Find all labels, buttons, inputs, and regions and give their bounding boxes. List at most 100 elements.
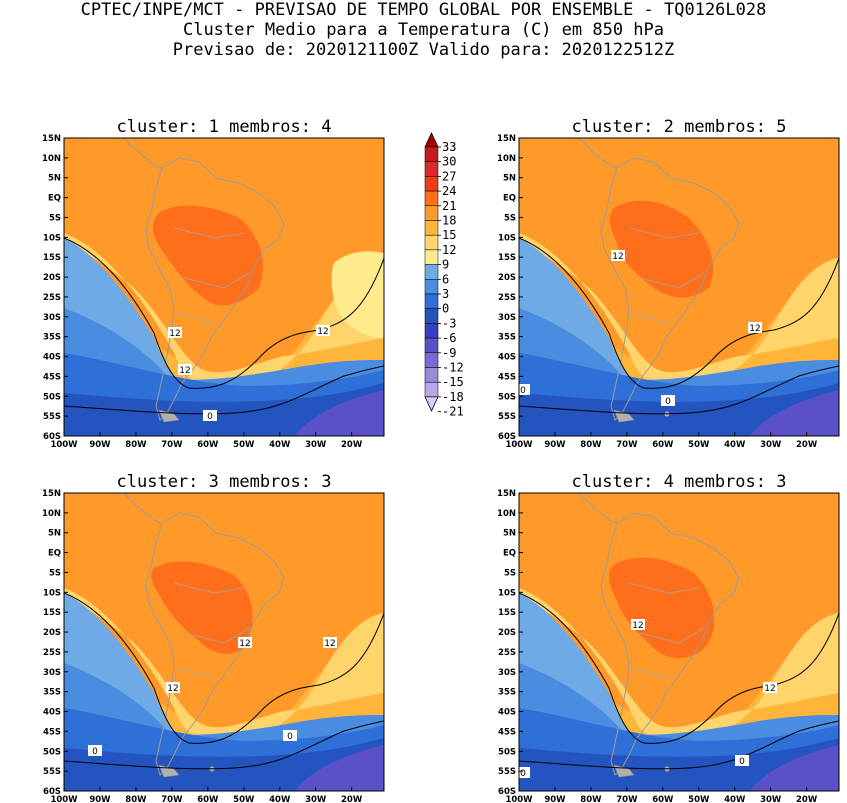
lat-tick-label: 20S — [43, 628, 61, 638]
colorbar-box — [424, 234, 439, 251]
svg-text:12: 12 — [749, 324, 760, 334]
lon-tick-label: 100W — [50, 795, 78, 803]
lat-tick-label: 5N — [48, 174, 61, 184]
lat-tick-label: 50S — [498, 747, 516, 757]
contour-label: 0 — [519, 384, 530, 396]
svg-text:12: 12 — [317, 327, 328, 337]
field-coldest — [749, 745, 839, 791]
lat-tick-label: 5S — [504, 213, 516, 223]
lon-tick-label: 30W — [305, 795, 327, 803]
plot-frame — [63, 492, 385, 792]
svg-text:12: 12 — [764, 684, 775, 694]
lat-tick-label: 60S — [43, 432, 61, 442]
colorbar-box — [424, 381, 439, 398]
colorbar-label: 12 — [442, 243, 456, 257]
lat-tick-label: 10N — [497, 509, 516, 519]
contour-label: 0 — [203, 410, 217, 422]
svg-text:0: 0 — [207, 412, 213, 422]
colorbar-box — [424, 367, 439, 383]
lon-tick-label: 40W — [724, 440, 746, 450]
contour-label: 12 — [763, 682, 777, 694]
contour-0 — [519, 720, 839, 770]
colorbar-box — [424, 161, 439, 177]
svg-text:0: 0 — [92, 747, 98, 757]
contour-label: 12 — [323, 637, 337, 649]
lat-tick-label: 40S — [43, 708, 61, 718]
south-america-outline — [600, 512, 740, 776]
field-coldest — [294, 390, 384, 436]
lat-tick-label: 10S — [498, 233, 516, 243]
colorbar-top-arrow — [424, 132, 439, 148]
lat-tick-label: 45S — [43, 727, 61, 737]
lat-tick-label: 5N — [48, 529, 61, 539]
colorbar-label: 3 — [442, 287, 449, 301]
contour-label: 12 — [166, 682, 180, 694]
svg-text:12: 12 — [632, 621, 643, 631]
country-borders — [173, 582, 250, 679]
lon-tick-label: 70W — [161, 440, 183, 450]
panel-title: cluster: 1 membros: 4 — [117, 117, 332, 137]
lat-tick-label: 15S — [43, 608, 61, 618]
lat-tick-label: 10S — [498, 588, 516, 598]
lon-tick-label: 50W — [688, 440, 710, 450]
lat-tick-label: 50S — [43, 747, 61, 757]
country-borders — [628, 582, 705, 679]
contour-12 — [64, 592, 384, 744]
lat-tick-label: 30S — [43, 313, 61, 323]
south-america-outline — [145, 157, 285, 421]
warm-core — [608, 557, 715, 659]
colorbar-box — [424, 323, 439, 339]
field-cold-3 — [64, 383, 384, 436]
contour-12 — [64, 237, 384, 389]
lat-tick-label: 35S — [43, 688, 61, 698]
country-borders — [628, 227, 705, 324]
lon-tick-label: 90W — [89, 795, 111, 803]
country-borders — [173, 227, 250, 324]
title-line-1: CPTEC/INPE/MCT - PREVISAO DE TEMPO GLOBA… — [80, 0, 767, 20]
central-america-outline — [578, 138, 618, 169]
contour-label: 0 — [283, 730, 297, 742]
title-line-2: Cluster Medio para a Temperatura (C) em … — [182, 20, 665, 40]
lat-tick-label: 15N — [497, 489, 516, 499]
colorbar-label: -3 — [442, 316, 456, 330]
svg-text:0: 0 — [665, 397, 671, 407]
lat-tick-label: 45S — [498, 372, 516, 382]
contour-0 — [519, 365, 839, 415]
lat-tick-label: 5S — [49, 213, 61, 223]
svg-text:0: 0 — [520, 769, 526, 779]
lat-tick-label: 40S — [43, 353, 61, 363]
figure-title: CPTEC/INPE/MCT - PREVISAO DE TEMPO GLOBA… — [0, 0, 847, 60]
lon-tick-label: 100W — [50, 440, 78, 450]
contour-label: 0 — [661, 395, 675, 407]
panels: cluster: 1 membros: 4 12 12 12 0 15N 10N 5N EQ 5S… — [42, 117, 840, 803]
lon-tick-label: 30W — [305, 440, 327, 450]
field-cold-3 — [519, 738, 839, 791]
contour-label: 12 — [316, 325, 330, 337]
colorbar-box — [424, 308, 439, 324]
field-coldest — [749, 390, 839, 436]
colorbar-box — [424, 176, 439, 192]
lat-tick-label: 40S — [498, 353, 516, 363]
colorbar-box — [424, 293, 439, 309]
lon-tick-label: 100W — [505, 440, 533, 450]
colorbar-box — [424, 190, 439, 207]
lat-tick-label: 15N — [42, 134, 61, 144]
lon-tick-label: 60W — [197, 795, 219, 803]
south-america-outline — [145, 512, 285, 776]
temperature-field: 12 12 12 0 0 — [64, 493, 384, 791]
warm-core — [152, 205, 263, 306]
lon-tick-label: 20W — [341, 795, 363, 803]
lon-tick-label: 50W — [233, 795, 255, 803]
colorbar-label: 9 — [442, 258, 449, 272]
lon-tick-label: 20W — [796, 795, 818, 803]
lat-tick-label: EQ — [503, 194, 516, 204]
colorbar-box — [424, 352, 439, 368]
lon-tick-label: 70W — [616, 795, 638, 803]
lon-tick-label: 100W — [505, 795, 533, 803]
contour-label: 0 — [519, 767, 530, 779]
warm-core — [609, 200, 713, 298]
lat-tick-label: 50S — [43, 392, 61, 402]
svg-text:12: 12 — [179, 366, 190, 376]
colorbar-label: 33 — [442, 140, 456, 154]
colorbar-label: 15 — [442, 228, 456, 242]
